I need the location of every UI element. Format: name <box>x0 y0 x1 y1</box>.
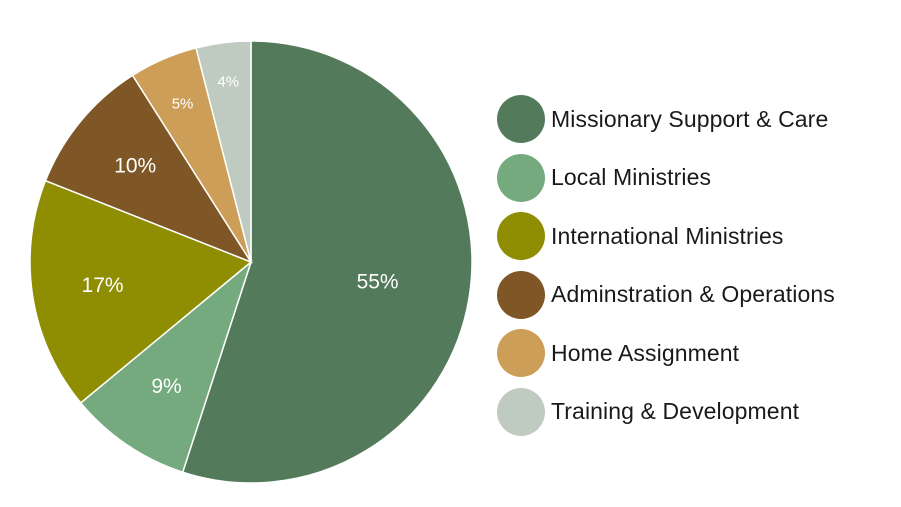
legend-item-home-assignment: Home Assignment <box>497 324 897 383</box>
data-label-local-ministries: 9% <box>151 375 181 398</box>
data-label-adminstration-operations: 10% <box>114 155 156 178</box>
legend-label-local-ministries: Local Ministries <box>551 164 712 191</box>
legend-label-training-development: Training & Development <box>551 398 800 425</box>
legend-item-missionary-support-care: Missionary Support & Care <box>497 90 897 149</box>
legend-item-local-ministries: Local Ministries <box>497 149 897 208</box>
legend: Missionary Support & Care Local Ministri… <box>497 90 897 441</box>
legend-label-international-ministries: International Ministries <box>551 222 784 249</box>
legend-swatch-home-assignment <box>497 329 545 378</box>
legend-swatch-adminstration-operations <box>497 270 545 319</box>
legend-label-home-assignment: Home Assignment <box>551 339 740 366</box>
pie-slice-training-development <box>195 40 252 263</box>
pie-slice-adminstration-operations <box>44 74 253 264</box>
legend-swatch-training-development <box>497 387 545 436</box>
pie-slice-missionary-support-care <box>181 40 473 484</box>
legend-item-international-ministries: International Ministries <box>497 207 897 266</box>
legend-swatch-local-ministries <box>497 153 545 202</box>
legend-label-adminstration-operations: Adminstration & Operations <box>551 281 835 308</box>
pie-chart: 55% 9% 17% 10% 5% 4% <box>29 40 473 484</box>
data-label-home-assignment: 5% <box>172 95 194 112</box>
data-label-international-ministries: 17% <box>82 274 124 297</box>
legend-swatch-international-ministries <box>497 212 545 261</box>
pie-slice-local-ministries <box>79 259 253 474</box>
legend-item-training-development: Training & Development <box>497 383 897 442</box>
data-label-missionary-support-care: 55% <box>357 271 399 294</box>
legend-item-adminstration-operations: Adminstration & Operations <box>497 266 897 325</box>
legend-swatch-missionary-support-care <box>497 95 545 144</box>
legend-label-missionary-support-care: Missionary Support & Care <box>551 105 829 132</box>
pie-slice-international-ministries <box>29 179 253 404</box>
data-label-training-development: 4% <box>217 74 239 91</box>
